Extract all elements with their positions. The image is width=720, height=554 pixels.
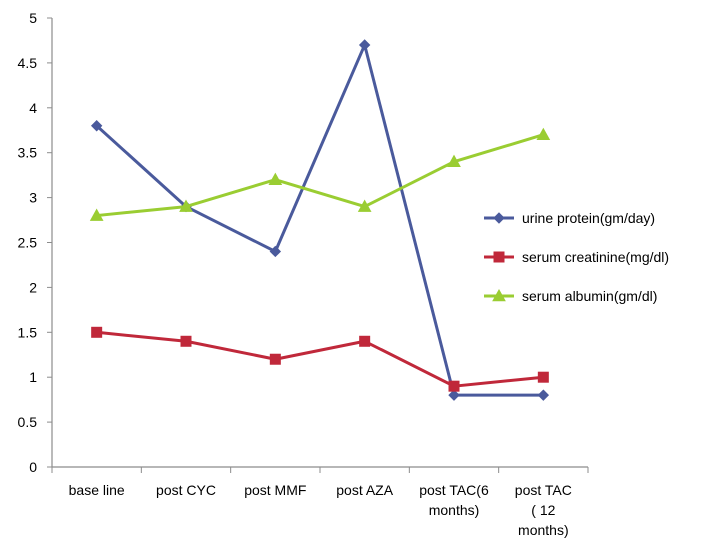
axes xyxy=(51,18,588,468)
y-tick-label: 4.5 xyxy=(18,55,38,71)
series-layer xyxy=(89,39,551,401)
x-tick-label: post TAC(6 xyxy=(419,482,489,498)
legend-item: serum creatinine(mg/dl) xyxy=(484,249,669,265)
x-tick-label: post AZA xyxy=(336,482,393,498)
x-tick-label: post MMF xyxy=(244,482,306,498)
data-point-marker xyxy=(447,154,461,167)
y-tick-label: 0 xyxy=(29,459,37,475)
x-tick-label: months) xyxy=(429,502,480,518)
data-point-marker xyxy=(448,380,460,392)
legend-label: serum albumin(gm/dl) xyxy=(522,288,657,304)
legend-marker xyxy=(492,288,506,302)
y-tick-label: 2 xyxy=(29,279,37,295)
x-tick-label: months) xyxy=(518,522,569,538)
data-point-marker xyxy=(269,353,281,365)
legend-label: serum creatinine(mg/dl) xyxy=(522,249,669,265)
data-point-marker xyxy=(359,335,371,347)
y-tick-label: 0.5 xyxy=(18,414,38,430)
data-point-marker xyxy=(180,335,192,347)
data-point-marker xyxy=(91,326,103,338)
y-tick-label: 1.5 xyxy=(18,324,38,340)
y-tick-label: 3 xyxy=(29,190,37,206)
y-axis-ticks: 0 0.5 1 1.5 2 2.5 3 3.5 4 4.5 5 xyxy=(18,10,52,475)
y-tick-label: 1 xyxy=(29,369,37,385)
legend-item: urine protein(gm/day) xyxy=(484,210,655,226)
x-tick-label: post CYC xyxy=(156,482,216,498)
x-tick-label: post TAC xyxy=(515,482,572,498)
legend-marker xyxy=(493,212,505,224)
data-point-marker xyxy=(357,199,372,212)
data-point-marker xyxy=(537,389,550,401)
x-axis-ticks: base line post CYC post MMF post AZA post TA… xyxy=(51,467,589,538)
data-point-marker xyxy=(89,208,104,221)
series-line xyxy=(96,133,544,218)
data-point-marker xyxy=(448,389,460,401)
y-tick-label: 5 xyxy=(29,10,37,26)
x-tick-label: base line xyxy=(69,482,125,498)
series-line xyxy=(95,43,544,397)
legend: urine protein(gm/day) serum creatinine(mg… xyxy=(484,210,669,304)
y-tick-label: 4 xyxy=(29,100,37,116)
series-line xyxy=(96,330,544,388)
data-point-marker xyxy=(537,371,549,383)
series-2 xyxy=(91,326,549,392)
x-tick-label: ( 12 xyxy=(531,502,555,518)
series-1 xyxy=(90,39,550,401)
legend-item: serum albumin(gm/dl) xyxy=(484,288,657,304)
series-3 xyxy=(89,127,551,221)
legend-label: urine protein(gm/day) xyxy=(522,210,655,226)
y-tick-label: 3.5 xyxy=(18,145,38,161)
legend-marker xyxy=(493,251,505,263)
data-point-marker xyxy=(358,39,371,51)
data-point-marker xyxy=(179,199,193,212)
data-point-marker xyxy=(269,245,282,258)
data-point-marker xyxy=(90,120,103,132)
y-tick-label: 2.5 xyxy=(18,235,38,251)
data-point-marker xyxy=(536,127,551,141)
data-point-marker xyxy=(268,172,283,185)
